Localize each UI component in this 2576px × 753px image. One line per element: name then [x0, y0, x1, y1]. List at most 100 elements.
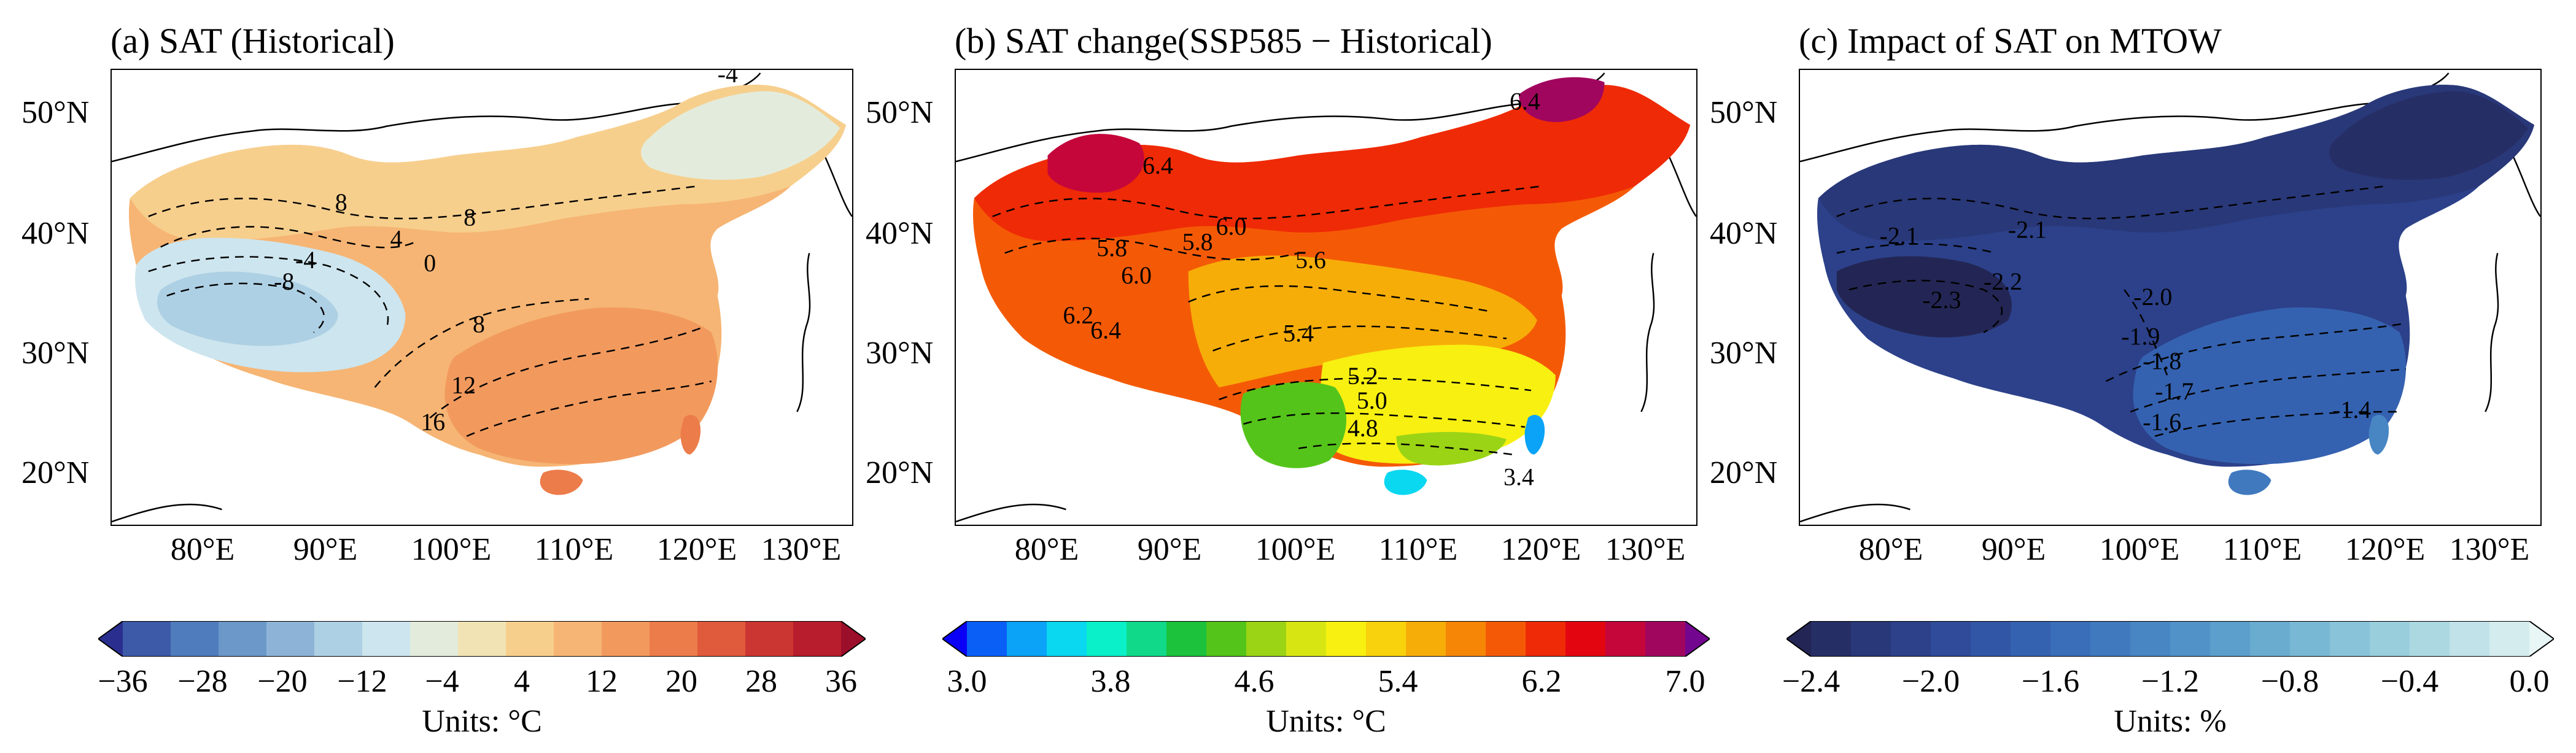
contour-label: 6.4 [1510, 88, 1540, 115]
lat-label-20: 20°N [1710, 455, 1778, 490]
contour-label: -2.3 [1922, 287, 1961, 314]
colorbar-extend-high [2529, 621, 2554, 657]
lat-label-30: 30°N [1710, 336, 1778, 371]
colorbar-swatch [2330, 621, 2370, 657]
colorbar-swatch [1605, 621, 1646, 657]
colorbar-swatch [697, 621, 746, 657]
region-southwest-green [1240, 382, 1347, 468]
panel-c: (c) Impact of SAT on MTOW 50°N 40°N 30°N… [1688, 0, 2554, 753]
contour-label: 5.2 [1348, 363, 1378, 390]
contour-label: -2.0 [2133, 284, 2172, 311]
colorbar-swatch [2050, 621, 2091, 657]
colorbar-swatch [1326, 621, 1367, 657]
map-frame: 6.4 6.4 6.0 5.8 5.8 6.0 5.6 5.4 6.2 6.4 … [955, 69, 1697, 526]
colorbar-swatch [2250, 621, 2291, 657]
colorbar-tick-label: 4 [514, 664, 530, 699]
lon-label-110: 110°E [1378, 532, 1458, 567]
contour-label: 6.4 [1143, 152, 1173, 179]
panel-title: (a) SAT (Historical) [111, 21, 395, 61]
island-hainan [1384, 469, 1427, 495]
colorbar-extend-low [942, 621, 967, 657]
contour-label: 5.4 [1283, 320, 1314, 347]
contour-label: 5.6 [1295, 247, 1326, 274]
colorbar-swatch [2210, 621, 2251, 657]
panel-a: (a) SAT (Historical) 50°N 40°N 30°N 20°N [0, 0, 866, 753]
contour-label: -8 [274, 268, 294, 295]
contour-label: 5.0 [1357, 387, 1387, 414]
contour-label: -4 [718, 70, 738, 88]
map-svg: -2.1 -2.1 -2.2 -2.3 -2.0 -1.9 -1.8 -1.7 … [1800, 72, 2540, 523]
contour-label: -1.4 [2332, 396, 2371, 423]
colorbar-tick-label: 28 [745, 664, 777, 699]
colorbar-swatch [554, 621, 602, 657]
lon-label-90: 90°E [1981, 532, 2046, 567]
contour-label: 6.4 [1090, 317, 1121, 344]
colorbar-tick-label: −0.4 [2380, 664, 2439, 699]
region-plateau-darkest [1836, 256, 2012, 338]
lat-label-50: 50°N [1710, 95, 1778, 130]
colorbar-swatch [1087, 621, 1127, 657]
colorbar-tick-label: 4.6 [1234, 664, 1274, 699]
colorbar-swatch [1851, 621, 1891, 657]
contours [1836, 185, 2406, 437]
region-south-warm [444, 307, 718, 465]
contours [148, 185, 712, 437]
lat-label-50: 50°N [21, 95, 90, 130]
lon-label-100: 100°E [2099, 532, 2180, 567]
colorbar-swatch [2450, 621, 2490, 657]
lon-label-100: 100°E [1255, 532, 1336, 567]
colorbar-units: Units: °C [1266, 704, 1386, 739]
contour-label: 8 [473, 311, 485, 338]
colorbar-tick-label: −12 [337, 664, 387, 699]
map-svg: -4 8 8 4 0 -4 -8 8 12 16 [112, 70, 852, 523]
coastline [956, 72, 1696, 523]
colorbar-units: Units: % [2114, 704, 2227, 739]
colorbar-tick-label: −0.8 [2260, 664, 2319, 699]
colorbar-swatch [1565, 621, 1606, 657]
colorbar-swatch [1811, 621, 1852, 657]
colorbar-swatch [1971, 621, 2011, 657]
colorbar-swatch [1366, 621, 1406, 657]
contour-label: -1.6 [2143, 409, 2181, 436]
colorbar-tick-label: −2.4 [1782, 664, 1841, 699]
region-south-lighter [2133, 307, 2407, 465]
colorbar-swatch [2130, 621, 2171, 657]
colorbar-swatch [362, 621, 411, 657]
colorbar-tick-label: 36 [825, 664, 857, 699]
contour-label: -2.1 [2008, 217, 2047, 244]
colorbar-swatch [2170, 621, 2211, 657]
coastline [112, 72, 852, 523]
contour-label: -2.1 [1880, 223, 1918, 250]
colorbar-tick-label: −36 [98, 664, 148, 699]
contour-label: 5.8 [1096, 234, 1127, 261]
colorbar-tick-label: 3.0 [947, 664, 987, 699]
colorbar-tick-label: 0.0 [2509, 664, 2550, 699]
lon-label-120: 120°E [1500, 532, 1581, 567]
region-south-yellow [1321, 344, 1556, 464]
island-taiwan [680, 414, 701, 455]
colorbar-tick-label: 12 [586, 664, 618, 699]
colorbar-tick-label: −1.2 [2141, 664, 2200, 699]
coastline [1800, 72, 2540, 523]
lon-label-80: 80°E [1858, 532, 1923, 567]
colorbar [98, 621, 866, 657]
lat-label-50: 50°N [866, 95, 934, 130]
colorbar-tick-label: 7.0 [1665, 664, 1705, 699]
colorbar [942, 621, 1710, 657]
colorbar-swatch [1891, 621, 1931, 657]
region-northeast-dark [2329, 91, 2529, 180]
region-northeast-peak [1518, 77, 1605, 122]
lon-label-130: 130°E [761, 532, 842, 567]
colorbar-swatch [967, 621, 1007, 657]
lon-label-120: 120°E [2345, 532, 2426, 567]
colorbar-extend-low [1787, 621, 1811, 657]
colorbar-swatch [1246, 621, 1287, 657]
colorbar-swatch [266, 621, 315, 657]
island-taiwan [2368, 414, 2389, 455]
contour-label: -1.7 [2155, 378, 2194, 405]
contour-label: 6.0 [1121, 262, 1152, 289]
colorbar-swatch [1007, 621, 1047, 657]
map-svg: 6.4 6.4 6.0 5.8 5.8 6.0 5.6 5.4 6.2 6.4 … [956, 72, 1696, 523]
contour-label: -2.2 [1984, 268, 2022, 295]
lon-label-130: 130°E [1605, 532, 1686, 567]
